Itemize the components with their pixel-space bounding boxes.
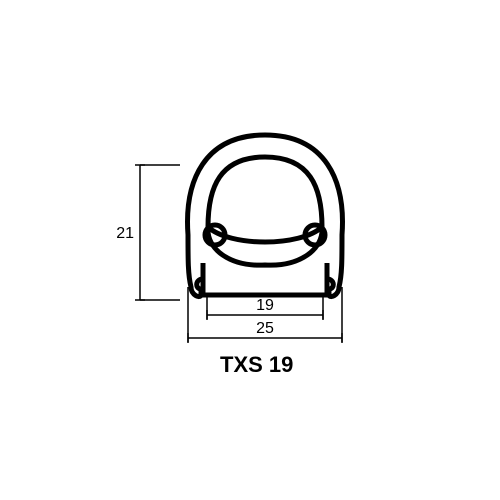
product-title: TXS 19 bbox=[220, 352, 293, 378]
dim-inner-width-label: 19 bbox=[250, 297, 280, 315]
dim-height-label: 21 bbox=[110, 225, 134, 243]
dim-outer-width-label: 25 bbox=[250, 320, 280, 338]
diagram-canvas: 21 19 25 TXS 19 bbox=[0, 0, 500, 500]
rim-profile-svg bbox=[0, 0, 500, 500]
